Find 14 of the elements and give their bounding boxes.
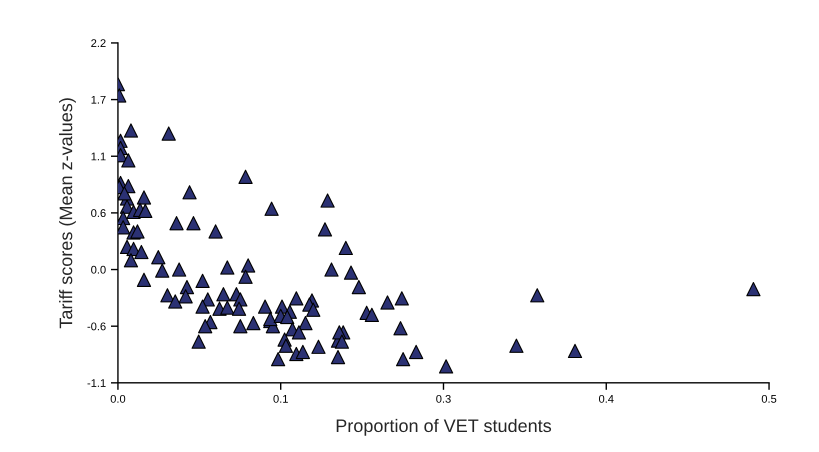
x-tick-label: 0.4 <box>598 394 614 403</box>
y-tick-label: -0.6 <box>87 322 106 330</box>
y-tick-label: 1.1 <box>92 152 106 160</box>
y-tick-label: 0.6 <box>91 209 106 218</box>
x-tick-label: 0.1 <box>273 394 288 403</box>
x-tick-label: 0.3 <box>436 394 451 403</box>
y-tick-label: 2.2 <box>91 39 106 47</box>
x-tick-label: 0.5 <box>762 394 776 403</box>
x-tick-label: 0.0 <box>110 394 126 403</box>
y-tick-label: -1.1 <box>87 379 106 387</box>
y-tick-label: 1.7 <box>92 96 106 104</box>
y-tick-label: 0.0 <box>91 266 106 274</box>
x-axis-title: Proportion of VET students <box>336 418 552 436</box>
y-axis-title: Tariff scores (Mean z-values) <box>59 98 76 328</box>
